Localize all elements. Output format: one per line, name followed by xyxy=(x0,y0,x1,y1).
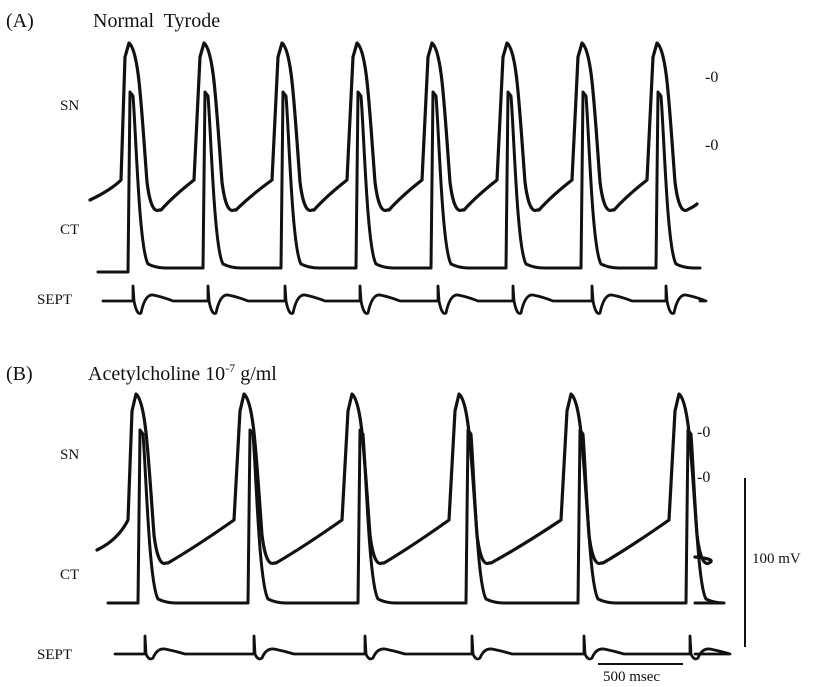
time-scale-label: 500 msec xyxy=(603,669,660,685)
panel-b: (B) Acetylcholine 10-7 g/ml SN CT SEPT -… xyxy=(6,361,710,663)
traces xyxy=(88,41,732,661)
trace-label-sn-a: SN xyxy=(60,98,79,114)
zero-marker-sn-b: -0 xyxy=(697,424,710,441)
panel-a: (A) Normal Tyrode SN CT SEPT -0 -0 xyxy=(6,10,718,308)
trace-label-sept-a: SEPT xyxy=(37,292,72,308)
panel-a-condition: Normal Tyrode xyxy=(93,10,220,32)
scale-bars: 100 mV 500 msec xyxy=(598,478,801,685)
ct-trace-b xyxy=(106,428,726,605)
panel-b-condition: Acetylcholine 10-7 g/ml xyxy=(88,361,277,385)
zero-marker-ct-a: -0 xyxy=(705,137,718,154)
zero-marker-ct-b: -0 xyxy=(697,469,710,486)
ct-trace-a xyxy=(96,90,702,274)
trace-label-ct-b: CT xyxy=(60,567,79,583)
trace-label-ct-a: CT xyxy=(60,222,79,238)
panel-a-label: (A) xyxy=(6,10,34,32)
sept-trace-a xyxy=(101,284,708,315)
trace-label-sept-b: SEPT xyxy=(37,647,72,663)
voltage-scale-label: 100 mV xyxy=(752,551,801,567)
trace-label-sn-b: SN xyxy=(60,447,79,463)
sn-trace-a xyxy=(88,41,699,212)
sn-trace-b xyxy=(95,392,713,565)
zero-marker-sn-a: -0 xyxy=(705,69,718,86)
sept-trace-b xyxy=(113,634,732,661)
panel-b-label: (B) xyxy=(6,363,33,385)
